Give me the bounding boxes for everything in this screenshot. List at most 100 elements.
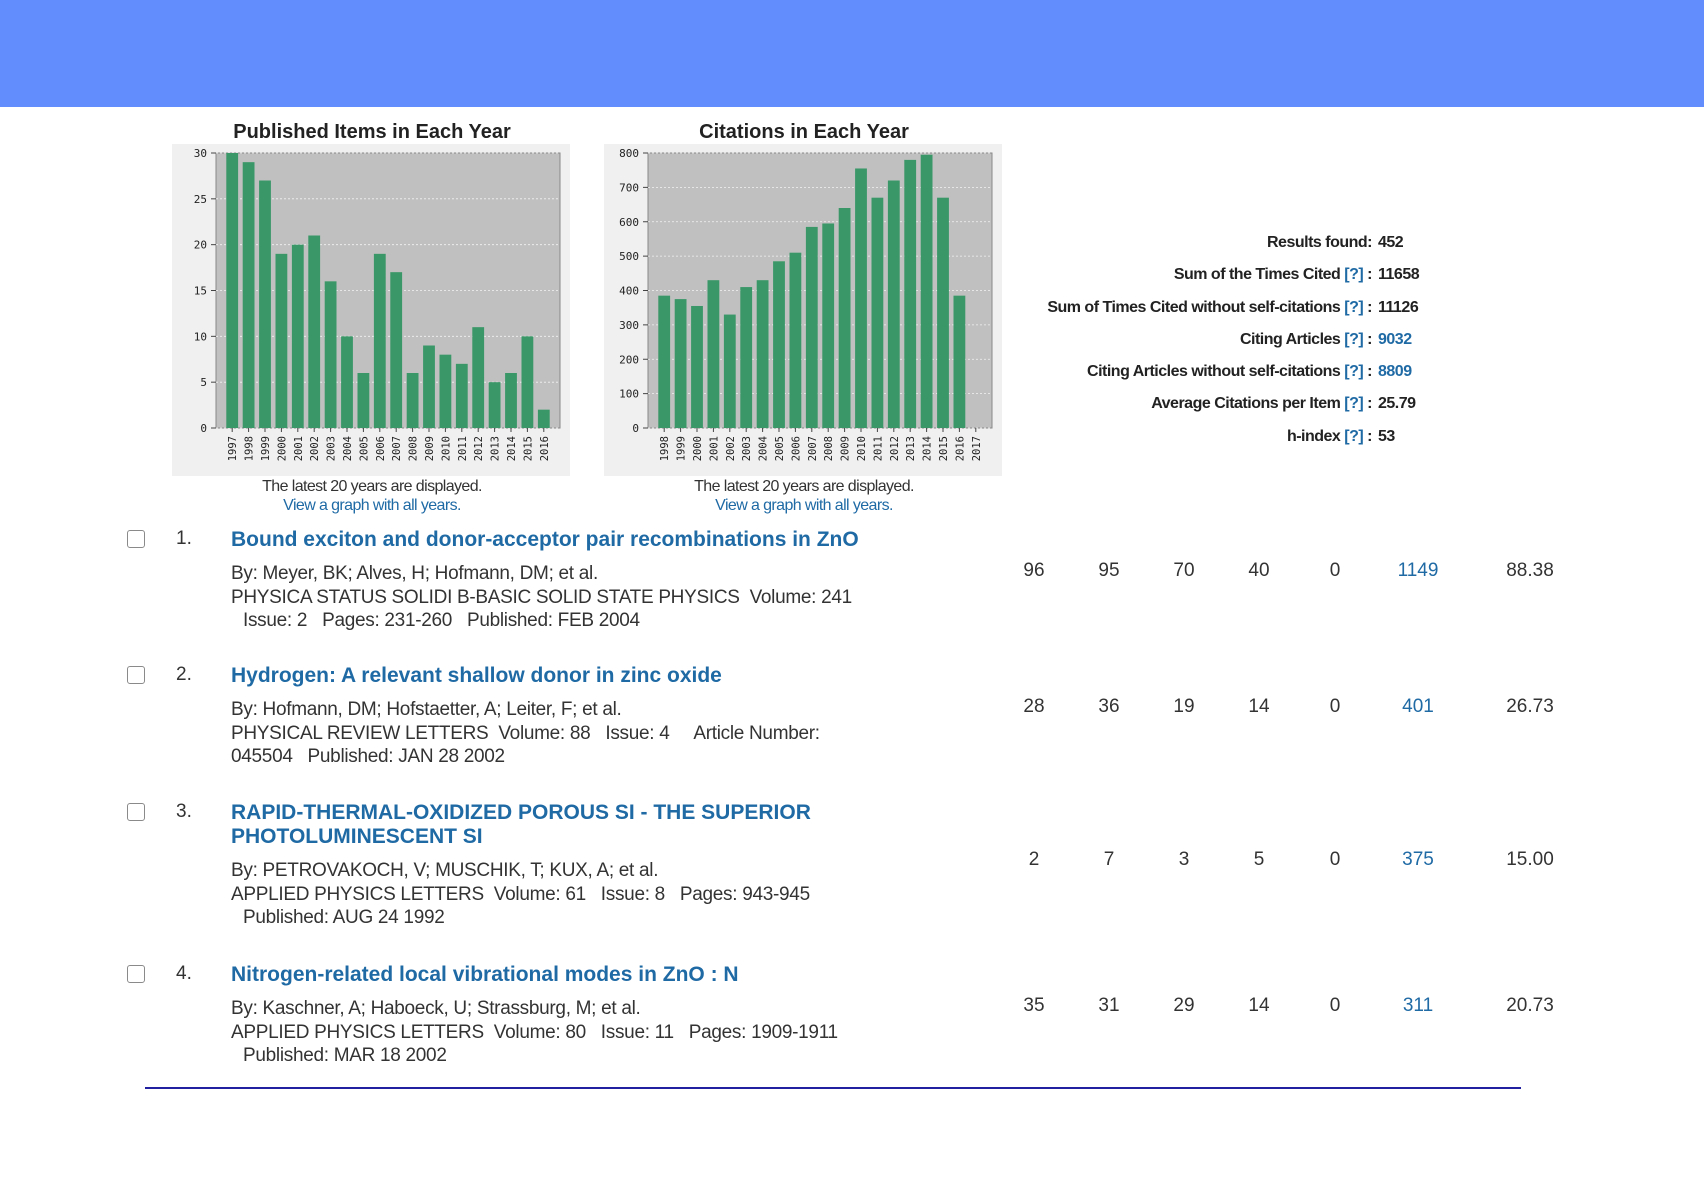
bar-1999 bbox=[674, 299, 687, 428]
summary-value: 11658 bbox=[1378, 266, 1420, 284]
bar-2002 bbox=[723, 314, 736, 428]
bar-1998 bbox=[242, 162, 255, 428]
summary-label: Average Citations per Item bbox=[1151, 395, 1341, 413]
record-checkbox[interactable] bbox=[127, 803, 145, 821]
record-stat-value: 35 bbox=[1023, 995, 1045, 1016]
y-tick-label: 100 bbox=[619, 388, 639, 401]
record-stat-value: 40 bbox=[1248, 560, 1270, 581]
record-stat-value: 36 bbox=[1098, 696, 1120, 717]
record-stat-value: 28 bbox=[1023, 696, 1045, 717]
record-stat-value: 2 bbox=[1028, 849, 1040, 870]
y-tick-label: 300 bbox=[619, 319, 639, 332]
record-title-link[interactable]: RAPID-THERMAL-OXIDIZED POROUS SI - THE S… bbox=[231, 801, 951, 849]
x-tick-label: 2013 bbox=[905, 436, 917, 461]
record-stat-value: 14 bbox=[1248, 995, 1270, 1016]
record-title-link[interactable]: Bound exciton and donor-acceptor pair re… bbox=[231, 528, 951, 552]
help-link[interactable]: [?] bbox=[1344, 298, 1364, 316]
summary-value[interactable]: 8809 bbox=[1378, 363, 1412, 381]
x-tick-label: 2008 bbox=[823, 436, 835, 461]
x-tick-label: 2012 bbox=[889, 436, 901, 461]
record-authors: By: PETROVAKOCH, V; MUSCHIK, T; KUX, A; … bbox=[231, 860, 659, 881]
record-total-citations-link[interactable]: 311 bbox=[1402, 995, 1434, 1016]
citations-chart-svg: 0 100 200 300 400 500 600 700 800 1998 1999 2000 200… bbox=[619, 147, 993, 461]
x-tick-label: 2002 bbox=[725, 436, 737, 461]
bottom-divider bbox=[145, 1087, 1521, 1089]
summary-value: 452 bbox=[1378, 234, 1404, 251]
x-tick-label: 1999 bbox=[676, 436, 688, 461]
record-source-line: Issue: 2 Pages: 231-260 Published: FEB 2… bbox=[243, 610, 640, 631]
bar-2003 bbox=[324, 281, 337, 428]
bar-2014 bbox=[920, 154, 933, 428]
chart-title-published-items: Published Items in Each Year bbox=[233, 121, 511, 143]
record-stat-value: 29 bbox=[1173, 995, 1195, 1016]
bar-2003 bbox=[740, 287, 753, 428]
record-metadata: By: PETROVAKOCH, V; MUSCHIK, T; KUX, A; … bbox=[231, 859, 951, 930]
bar-2007 bbox=[805, 226, 818, 428]
header-band bbox=[0, 0, 1704, 107]
x-tick-label: 2007 bbox=[391, 436, 403, 461]
record-checkbox[interactable] bbox=[127, 965, 145, 983]
x-tick-label: 2014 bbox=[922, 436, 934, 461]
bar-2006 bbox=[373, 253, 386, 428]
x-tick-label: 2011 bbox=[872, 436, 884, 461]
y-tick-label: 15 bbox=[194, 285, 207, 298]
x-tick-label: 2015 bbox=[938, 436, 950, 461]
record-total-citations-link[interactable]: 401 bbox=[1402, 696, 1434, 717]
record-stat-value: 0 bbox=[1329, 560, 1341, 581]
summary-label: Sum of Times Cited without self-citation… bbox=[1047, 298, 1341, 316]
bar-1999 bbox=[259, 180, 271, 428]
summary-label: Results found: bbox=[1267, 234, 1373, 251]
bar-2016 bbox=[953, 295, 966, 428]
x-tick-label: 2016 bbox=[954, 436, 966, 461]
help-link[interactable]: [?] bbox=[1344, 266, 1364, 284]
y-tick-label: 30 bbox=[194, 147, 207, 160]
record-stat-value: 7 bbox=[1103, 849, 1115, 870]
record-title-link[interactable]: Hydrogen: A relevant shallow donor in zi… bbox=[231, 664, 951, 688]
record-total-citations-link[interactable]: 1149 bbox=[1397, 560, 1439, 581]
bar-2012 bbox=[887, 180, 900, 428]
x-tick-label: 2005 bbox=[774, 436, 786, 461]
x-tick-label: 2015 bbox=[522, 436, 534, 461]
record-total-citations-link[interactable]: 375 bbox=[1402, 849, 1434, 870]
help-link[interactable]: [?] bbox=[1344, 330, 1364, 348]
summary-value[interactable]: 9032 bbox=[1378, 330, 1412, 348]
x-tick-label: 2003 bbox=[326, 436, 338, 461]
record-source-line: Published: MAR 18 2002 bbox=[243, 1045, 447, 1066]
bar-2000 bbox=[691, 305, 703, 428]
record-authors: By: Kaschner, A; Haboeck, U; Strassburg,… bbox=[231, 998, 641, 1019]
y-tick-label: 400 bbox=[619, 285, 639, 298]
x-tick-label: 2010 bbox=[856, 436, 868, 461]
x-tick-label: 1999 bbox=[260, 436, 272, 461]
bar-1998 bbox=[658, 295, 671, 428]
x-tick-label: 1997 bbox=[227, 436, 239, 461]
record-stat-value: 96 bbox=[1023, 560, 1045, 581]
x-tick-label: 2000 bbox=[276, 436, 288, 461]
record-stat-value: 0 bbox=[1329, 995, 1341, 1016]
help-link[interactable]: [?] bbox=[1344, 363, 1364, 381]
published-items-note: The latest 20 years are displayed. View … bbox=[172, 477, 572, 515]
view-all-years-link[interactable]: View a graph with all years. bbox=[283, 497, 461, 514]
view-all-years-link[interactable]: View a graph with all years. bbox=[715, 497, 893, 514]
record-stat-value: 0 bbox=[1329, 849, 1341, 870]
record-metadata: By: Meyer, BK; Alves, H; Hofmann, DM; et… bbox=[231, 562, 951, 633]
summary-label: Sum of the Times Cited bbox=[1173, 266, 1341, 284]
record-authors: By: Hofmann, DM; Hofstaetter, A; Leiter,… bbox=[231, 699, 622, 720]
record-stat-value: 26.73 bbox=[1506, 696, 1554, 717]
bar-2014 bbox=[505, 373, 517, 428]
help-link[interactable]: [?] bbox=[1344, 427, 1364, 445]
record-title-line: Hydrogen: A relevant shallow donor in zi… bbox=[231, 664, 722, 687]
record-title-link[interactable]: Nitrogen-related local vibrational modes… bbox=[231, 963, 951, 987]
record-title-line: PHOTOLUMINESCENT SI bbox=[231, 825, 483, 848]
help-link[interactable]: [?] bbox=[1344, 395, 1364, 413]
bar-2002 bbox=[308, 235, 321, 428]
record-checkbox[interactable] bbox=[127, 530, 145, 548]
record-metadata: By: Hofmann, DM; Hofstaetter, A; Leiter,… bbox=[231, 698, 951, 769]
chart-title-citations: Citations in Each Year bbox=[699, 121, 909, 143]
bar-2005 bbox=[357, 373, 370, 428]
record-stat-value: 15.00 bbox=[1506, 849, 1554, 870]
y-tick-label: 25 bbox=[194, 193, 207, 206]
record-stat-value: 95 bbox=[1098, 560, 1120, 581]
bar-2000 bbox=[275, 253, 288, 428]
record-checkbox[interactable] bbox=[127, 666, 145, 684]
x-tick-label: 2008 bbox=[408, 436, 420, 461]
